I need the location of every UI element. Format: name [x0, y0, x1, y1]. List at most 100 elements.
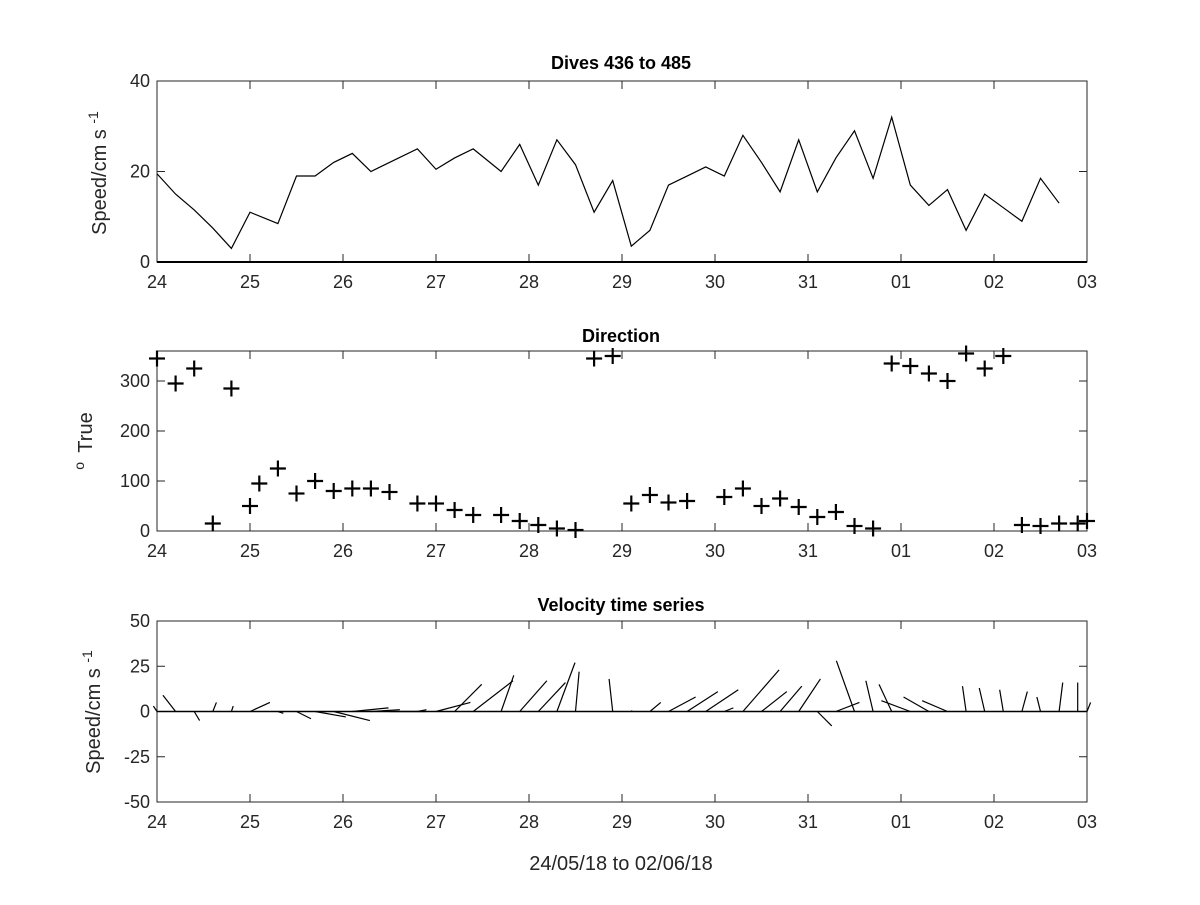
velocity-stick — [574, 671, 580, 712]
direction-marker — [446, 502, 463, 518]
direction-marker — [604, 348, 621, 364]
panel-3: 24 25 26 27 28 29 30 31 01 02 03 -50 -25 0 25 50 — [124, 611, 1097, 832]
velocity-stick — [193, 711, 201, 721]
panel-title-velocity: Velocity time series — [537, 595, 704, 615]
direction-marker — [1079, 513, 1095, 529]
direction-marker — [809, 509, 826, 525]
x-tick-label: 02 — [984, 541, 1004, 561]
direction-marker — [1032, 518, 1049, 534]
direction-marker — [344, 480, 361, 497]
velocity-stick — [668, 696, 696, 713]
direction-marker — [381, 484, 398, 500]
x-tick-label: 28 — [519, 812, 539, 832]
panel-title-speed: Dives 436 to 485 — [551, 53, 691, 73]
velocity-stick — [500, 675, 515, 712]
ylabel-speed-bottom-exp: -1 — [79, 650, 95, 663]
x-tick-label: 03 — [1077, 541, 1097, 561]
velocity-stick — [608, 678, 614, 712]
direction-marker — [567, 522, 584, 538]
velocity-stick — [798, 678, 821, 712]
velocity-stick — [835, 701, 860, 713]
velocity-stick — [835, 660, 856, 712]
svg-text:Speed/cm s -1: Speed/cm s -1 — [79, 650, 105, 774]
velocity-stick — [537, 682, 566, 712]
y-tick-label: -50 — [124, 792, 150, 812]
direction-marker — [548, 520, 565, 537]
direction-marker — [660, 494, 677, 511]
x-axis-label: 24/05/18 to 02/06/18 — [529, 853, 713, 875]
y-tick-label: 0 — [140, 521, 150, 541]
velocity-stick — [296, 710, 312, 720]
direction-marker — [409, 495, 426, 512]
direction-marker — [753, 498, 770, 514]
x-tick-label: 26 — [333, 541, 353, 561]
velocity-stick — [761, 691, 788, 712]
x-tick-label: 31 — [798, 541, 818, 561]
velocity-stick — [921, 700, 948, 713]
velocity-stick — [742, 669, 780, 712]
direction-marker — [865, 520, 882, 537]
direction-marker — [167, 375, 184, 392]
velocity-stick — [1058, 682, 1064, 712]
direction-marker — [493, 507, 510, 523]
direction-marker — [846, 518, 863, 534]
velocity-stick — [314, 710, 346, 718]
velocity-stick — [277, 710, 284, 714]
velocity-stick — [1086, 702, 1092, 712]
direction-marker — [772, 490, 789, 507]
direction-marker — [883, 355, 900, 372]
direction-marker — [902, 358, 919, 374]
direction-marker — [976, 360, 993, 377]
x-tick-label: 03 — [1077, 812, 1097, 832]
direction-marker — [465, 507, 482, 523]
y-tick-label: 50 — [130, 611, 150, 631]
direction-marker — [679, 493, 696, 509]
x-tick-label: 27 — [426, 812, 446, 832]
x-tick-label: 31 — [798, 272, 818, 292]
velocity-stick — [878, 684, 893, 712]
direction-marker — [149, 350, 165, 367]
direction-marker — [511, 513, 528, 529]
ylabel-speed-bottom-text: Speed/cm s — [83, 668, 105, 774]
panel-title-direction: Direction — [582, 326, 660, 346]
direction-marker — [204, 515, 221, 532]
velocity-stick — [816, 711, 833, 727]
direction-marker — [223, 380, 240, 397]
y-tick-label: 100 — [120, 471, 150, 491]
y-tick-label: 0 — [140, 702, 150, 722]
direction-marker — [790, 499, 807, 515]
velocity-stick — [903, 696, 930, 713]
x-tick-label: 27 — [426, 272, 446, 292]
x-tick-label: 26 — [333, 272, 353, 292]
x-tick-label: 29 — [612, 272, 632, 292]
direction-marker — [242, 498, 258, 514]
direction-marker — [1051, 515, 1068, 532]
velocity-stick — [472, 680, 514, 712]
x-tick-label: 03 — [1077, 272, 1097, 292]
direction-marker — [939, 373, 956, 389]
direction-marker — [734, 480, 751, 497]
direction-marker — [325, 483, 342, 499]
direction-marker — [827, 504, 844, 520]
x-tick-label: 02 — [984, 272, 1004, 292]
direction-marker — [186, 360, 203, 377]
velocity-stick — [152, 705, 158, 712]
velocity-stick — [865, 680, 874, 712]
x-tick-label: 28 — [519, 541, 539, 561]
direction-marker — [307, 473, 324, 489]
direction-marker — [623, 495, 640, 512]
direction-marker — [716, 489, 733, 505]
x-tick-label: 24 — [147, 812, 167, 832]
velocity-stick — [649, 701, 662, 712]
direction-marker — [958, 345, 975, 362]
x-tick-label: 26 — [333, 812, 353, 832]
direction-marker — [1069, 515, 1086, 532]
y-tick-label: 20 — [130, 162, 150, 182]
speed-series-line — [156, 115, 1060, 250]
x-tick-label: 01 — [891, 812, 911, 832]
velocity-stick — [212, 702, 217, 712]
velocity-stick — [630, 710, 633, 712]
velocity-stick — [230, 705, 234, 712]
